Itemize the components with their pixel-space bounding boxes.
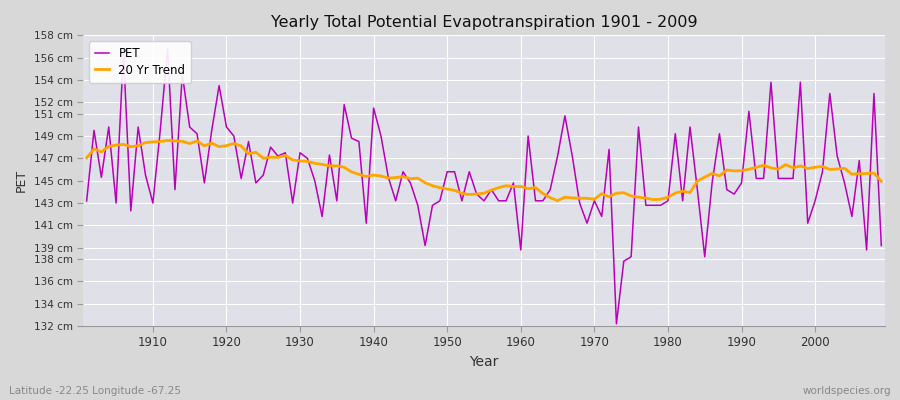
- Title: Yearly Total Potential Evapotranspiration 1901 - 2009: Yearly Total Potential Evapotranspiratio…: [271, 15, 698, 30]
- 20 Yr Trend: [81, 156, 92, 160]
- 20 Yr Trend: [618, 190, 629, 195]
- 20 Yr Trend: [553, 198, 563, 203]
- X-axis label: Year: Year: [469, 355, 499, 369]
- PET: [523, 134, 534, 138]
- Text: worldspecies.org: worldspecies.org: [803, 386, 891, 396]
- 20 Yr Trend: [523, 186, 534, 191]
- PET: [516, 248, 526, 252]
- PET: [310, 178, 320, 183]
- 20 Yr Trend: [876, 179, 886, 184]
- 20 Yr Trend: [310, 161, 320, 166]
- 20 Yr Trend: [354, 172, 364, 177]
- PET: [618, 259, 629, 264]
- PET: [81, 198, 92, 203]
- Line: 20 Yr Trend: 20 Yr Trend: [86, 140, 881, 201]
- 20 Yr Trend: [140, 140, 151, 145]
- PET: [354, 139, 364, 144]
- PET: [162, 46, 173, 51]
- 20 Yr Trend: [162, 138, 173, 143]
- 20 Yr Trend: [516, 184, 526, 189]
- PET: [140, 173, 151, 178]
- Legend: PET, 20 Yr Trend: PET, 20 Yr Trend: [89, 41, 192, 82]
- Y-axis label: PET: PET: [15, 169, 28, 192]
- Text: Latitude -22.25 Longitude -67.25: Latitude -22.25 Longitude -67.25: [9, 386, 181, 396]
- PET: [876, 243, 886, 248]
- Line: PET: PET: [86, 49, 881, 324]
- PET: [611, 321, 622, 326]
